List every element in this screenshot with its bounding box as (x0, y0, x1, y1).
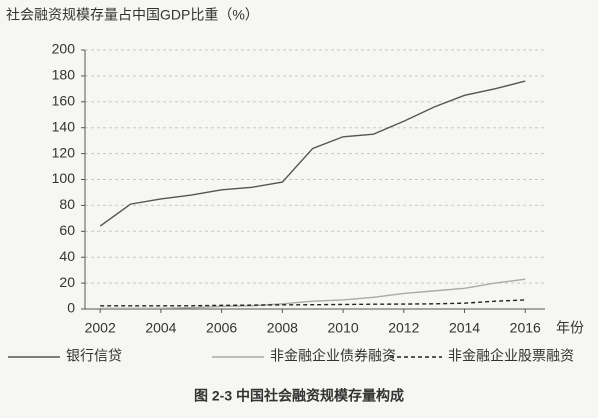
x-tick-label: 2002 (85, 320, 116, 336)
y-tick-label: 100 (52, 170, 76, 186)
series-line (99, 80, 526, 227)
caption: 图 2-3 中国社会融资规模存量构成 (194, 388, 404, 404)
y-tick-label: 180 (52, 67, 76, 83)
x-tick-label: 2004 (145, 320, 176, 336)
x-tick-label: 2010 (328, 320, 359, 336)
y-tick-label: 140 (52, 118, 76, 134)
x-axis-label: 年份 (556, 320, 584, 336)
y-tick-label: 40 (59, 248, 75, 264)
y-tick-label: 200 (52, 41, 76, 57)
x-tick-label: 2008 (267, 320, 298, 336)
legend-label: 非金融企业债券融资 (270, 348, 396, 364)
x-tick-label: 2016 (510, 320, 541, 336)
chart-title: 社会融资规模存量占中国GDP比重（%） (6, 7, 259, 23)
series-line (100, 278, 526, 310)
y-tick-label: 20 (59, 274, 75, 290)
x-tick-label: 2014 (449, 320, 480, 336)
x-tick-label: 2006 (206, 320, 237, 336)
series-line (100, 299, 526, 307)
legend-label: 非金融企业股票融资 (448, 348, 574, 364)
x-tick-label: 2012 (388, 320, 419, 336)
y-tick-label: 60 (59, 222, 75, 238)
legend-label: 银行信贷 (66, 348, 122, 364)
y-tick-label: 160 (52, 93, 76, 109)
y-tick-label: 0 (67, 300, 75, 316)
y-tick-label: 120 (52, 144, 76, 160)
y-tick-label: 80 (59, 196, 75, 212)
